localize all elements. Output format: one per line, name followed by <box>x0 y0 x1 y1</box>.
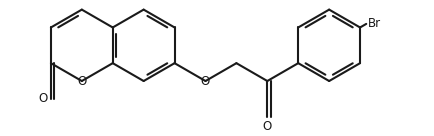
Text: O: O <box>201 75 210 87</box>
Text: O: O <box>39 92 48 105</box>
Text: O: O <box>77 75 86 87</box>
Text: O: O <box>262 120 271 133</box>
Text: Br: Br <box>367 17 380 30</box>
